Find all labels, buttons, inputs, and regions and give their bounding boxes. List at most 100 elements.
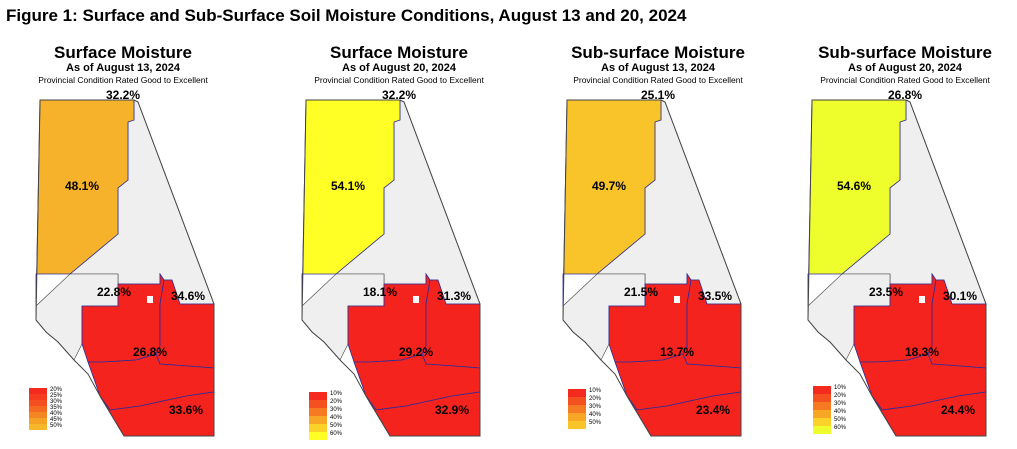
city-marker	[919, 296, 925, 303]
region-label-north: 54.6%	[837, 179, 871, 193]
legend-swatch	[29, 406, 47, 412]
legend-swatch	[813, 402, 831, 410]
region-label-northeast: 30.1%	[943, 289, 977, 303]
legend-label: 40%	[834, 409, 847, 415]
legend-label: 30%	[589, 404, 602, 410]
legend-swatch	[29, 388, 47, 394]
legend-item: 40%	[309, 415, 369, 424]
region-label-central: 23.5%	[869, 285, 903, 299]
region-label-south: 33.6%	[169, 403, 203, 417]
legend-swatch	[309, 408, 327, 416]
region-label-northeast: 33.5%	[698, 289, 732, 303]
legend-label: 40%	[589, 412, 602, 418]
legend-label: 20%	[834, 393, 847, 399]
legend-item: 40%	[29, 411, 89, 418]
legend-label: 50%	[834, 417, 847, 423]
legend-label: 25%	[50, 393, 63, 399]
legend-item: 40%	[568, 412, 628, 421]
legend-item: 30%	[813, 401, 873, 410]
legend-label: 40%	[50, 411, 63, 417]
legend-swatch	[29, 394, 47, 400]
region-label-central: 21.5%	[624, 285, 658, 299]
legend-item: 30%	[568, 404, 628, 413]
panel-title: Sub-surface Moisture	[818, 43, 992, 62]
legend-item: 20%	[813, 393, 873, 402]
province-outline	[301, 99, 481, 437]
legend-item: 25%	[29, 393, 89, 400]
city-marker	[413, 296, 419, 303]
legend-swatch	[813, 418, 831, 426]
legend-label: 50%	[50, 423, 63, 429]
map-panel-surface-aug20: Surface Moisture As of August 20, 2024 P…	[254, 44, 494, 446]
province-outline	[35, 99, 215, 437]
legend-label: 50%	[589, 420, 602, 426]
legend-item: 20%	[29, 387, 89, 394]
provincial-value: 32.2%	[381, 88, 417, 102]
province-outline	[562, 99, 742, 437]
region-north	[807, 99, 907, 307]
legend-label: 50%	[330, 423, 343, 429]
legend-label: 30%	[834, 401, 847, 407]
legend: 10% 20% 30% 40% 50%	[568, 388, 628, 429]
panel-subtitle: Provincial Condition Rated Good to Excel…	[38, 75, 208, 85]
region-label-south: 32.9%	[435, 403, 469, 417]
region-label-northeast: 31.3%	[437, 289, 471, 303]
region-north	[562, 99, 662, 307]
figure-title: Figure 1: Surface and Sub-Surface Soil M…	[6, 6, 687, 25]
map-panel-subsurface-aug13: Sub-surface Moisture As of August 13, 20…	[513, 44, 753, 446]
region-label-north: 49.7%	[592, 179, 626, 193]
region-north	[301, 99, 401, 307]
legend-swatch	[309, 392, 327, 400]
legend-swatch	[309, 416, 327, 424]
legend-swatch	[568, 421, 586, 429]
region-label-south-central: 13.7%	[660, 345, 694, 359]
legend-swatch	[29, 400, 47, 406]
panel-subtitle: Provincial Condition Rated Good to Excel…	[820, 75, 990, 85]
legend: 10% 20% 30% 40% 50% 60%	[309, 391, 369, 440]
legend-item: 40%	[813, 409, 873, 418]
legend-label: 60%	[834, 425, 847, 431]
legend-item: 60%	[813, 425, 873, 434]
legend-swatch	[29, 424, 47, 430]
region-label-north: 48.1%	[65, 179, 99, 193]
panel-date: As of August 20, 2024	[848, 62, 962, 74]
legend-swatch	[568, 413, 586, 421]
legend-label: 10%	[330, 391, 343, 397]
legend: 10% 20% 30% 40% 50% 60%	[813, 385, 873, 434]
legend: 20% 25% 30% 35% 40% 45% 50%	[29, 387, 89, 430]
legend-item: 50%	[29, 423, 89, 430]
legend-label: 45%	[50, 417, 63, 423]
panel-title: Sub-surface Moisture	[571, 43, 745, 62]
legend-label: 30%	[50, 399, 63, 405]
legend-item: 10%	[813, 385, 873, 394]
legend-swatch	[309, 424, 327, 432]
panel-date: As of August 13, 2024	[66, 62, 180, 74]
map-panel-surface-aug13: Surface Moisture As of August 13, 2024 P…	[0, 44, 240, 446]
legend-label: 10%	[589, 388, 602, 394]
provincial-value: 25.1%	[640, 88, 676, 102]
legend-label: 30%	[330, 407, 343, 413]
legend-item: 60%	[309, 431, 369, 440]
legend-item: 35%	[29, 405, 89, 412]
legend-swatch	[813, 410, 831, 418]
city-marker	[674, 296, 680, 303]
legend-item: 20%	[568, 396, 628, 405]
legend-swatch	[568, 389, 586, 397]
region-label-south-central: 26.8%	[133, 345, 167, 359]
legend-label: 20%	[589, 396, 602, 402]
legend-item: 10%	[309, 391, 369, 400]
legend-swatch	[29, 412, 47, 418]
legend-swatch	[29, 418, 47, 424]
legend-label: 10%	[834, 385, 847, 391]
panel-date: As of August 13, 2024	[601, 62, 715, 74]
panel-subtitle: Provincial Condition Rated Good to Excel…	[314, 75, 484, 85]
region-label-south-central: 29.2%	[399, 345, 433, 359]
legend-label: 40%	[330, 415, 343, 421]
panel-date: As of August 20, 2024	[342, 62, 456, 74]
region-label-south: 23.4%	[696, 403, 730, 417]
region-label-north: 54.1%	[331, 179, 365, 193]
alberta-map: 48.1% 22.8% 34.6% 26.8% 33.6%	[35, 99, 215, 437]
legend-swatch	[813, 386, 831, 394]
legend-item: 50%	[568, 420, 628, 429]
legend-swatch	[309, 432, 327, 440]
